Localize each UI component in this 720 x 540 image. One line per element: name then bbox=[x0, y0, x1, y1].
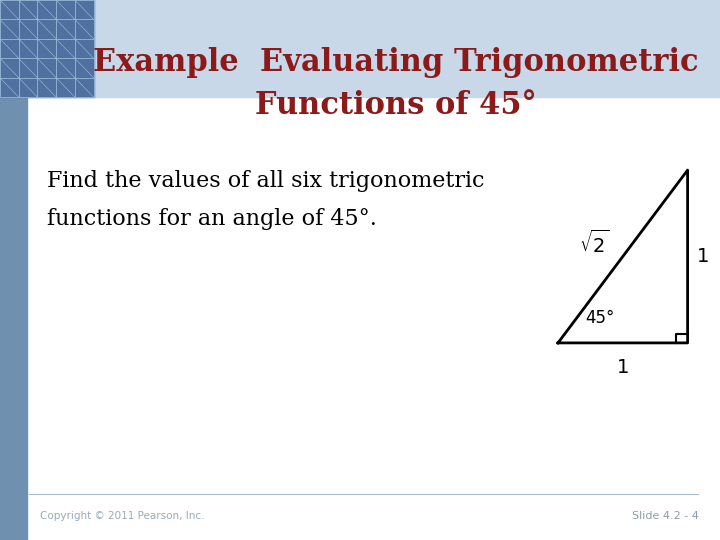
Text: Slide 4.2 - 4: Slide 4.2 - 4 bbox=[631, 511, 698, 521]
Bar bbox=[0, 0, 27, 540]
Bar bbox=[0, 0, 94, 97]
Bar bbox=[0, 0, 720, 97]
Text: 45°: 45° bbox=[585, 309, 615, 327]
Text: functions for an angle of 45°.: functions for an angle of 45°. bbox=[47, 208, 377, 230]
Text: Example  Evaluating Trigonometric: Example Evaluating Trigonometric bbox=[93, 46, 699, 78]
Text: Functions of 45°: Functions of 45° bbox=[255, 90, 537, 121]
Text: Find the values of all six trigonometric: Find the values of all six trigonometric bbox=[47, 170, 485, 192]
Text: 1: 1 bbox=[616, 357, 629, 377]
Text: 1: 1 bbox=[697, 247, 710, 266]
Text: Copyright © 2011 Pearson, Inc.: Copyright © 2011 Pearson, Inc. bbox=[40, 511, 204, 521]
Text: $\sqrt{2}$: $\sqrt{2}$ bbox=[579, 230, 609, 256]
